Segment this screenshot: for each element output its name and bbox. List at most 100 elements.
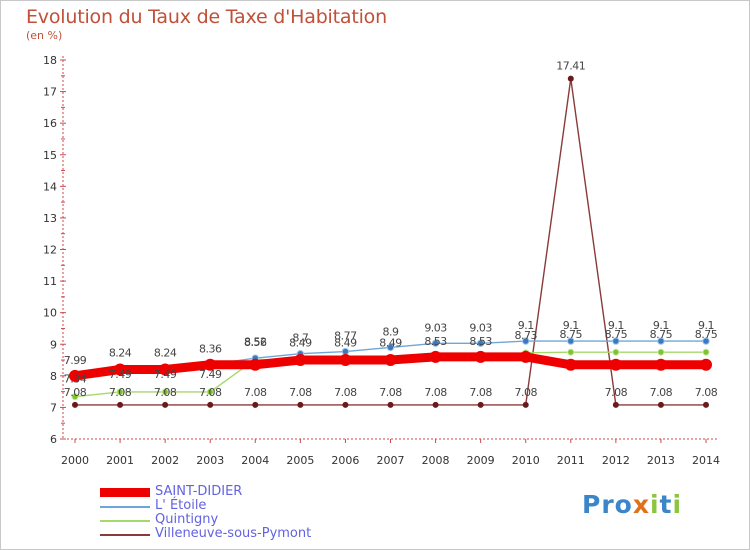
data-point — [612, 348, 620, 356]
data-point — [339, 354, 352, 367]
data-label: 8.75 — [560, 328, 583, 341]
data-point — [387, 401, 394, 408]
data-label: 7.08 — [199, 386, 222, 399]
data-label: 7.08 — [514, 386, 537, 399]
data-point — [116, 388, 124, 396]
proxiti-logo: Proxiti — [582, 490, 682, 519]
data-point — [564, 358, 577, 371]
unit-label: (en %) — [26, 29, 63, 42]
data-point — [159, 363, 172, 376]
legend-swatch-villeneuve — [100, 534, 150, 536]
data-label: 9.03 — [424, 321, 447, 334]
x-tick-label: 2010 — [512, 454, 540, 467]
legend-label-saint-didier: SAINT-DIDIER — [155, 484, 243, 499]
data-point — [161, 388, 169, 396]
x-tick-label: 2006 — [331, 454, 359, 467]
logo-part-t: t — [659, 490, 673, 519]
data-point — [252, 401, 259, 408]
data-label: 9.1 — [518, 319, 534, 332]
x-tick-label: 2007 — [377, 454, 405, 467]
data-label: 7.99 — [64, 354, 87, 367]
data-point — [69, 369, 81, 382]
y-tick-label: 17 — [43, 86, 57, 99]
y-tick-label: 9 — [50, 338, 57, 351]
x-tick-label: 2011 — [557, 454, 585, 467]
y-tick-label: 16 — [43, 117, 57, 130]
y-tick-label: 15 — [43, 149, 57, 162]
data-point — [703, 401, 709, 408]
x-tick-label: 2014 — [692, 454, 720, 467]
legend-label-villeneuve: Villeneuve-sous-Pymont — [155, 526, 312, 541]
data-labels: 7.99 8.24 8.24 8.36 8.56 8.7 8.77 8.9 9.03 9.03 9.… — [64, 60, 718, 399]
data-label: 8.49 — [289, 336, 312, 349]
data-point — [386, 343, 395, 352]
data-label: 8.7 — [292, 332, 308, 345]
data-label: 9.03 — [469, 321, 492, 334]
legend-label-l-etoile: L' Étoile — [155, 498, 207, 513]
data-point — [72, 401, 78, 408]
data-point — [294, 354, 307, 367]
data-label: 7.49 — [109, 368, 132, 381]
data-label: 7.34 — [64, 373, 87, 386]
data-point — [609, 358, 622, 371]
data-label: 7.49 — [199, 368, 222, 381]
y-tick-label: 8 — [50, 370, 57, 383]
y-tick-label: 7 — [50, 401, 57, 414]
data-label: 7.08 — [109, 386, 132, 399]
data-label: 8.49 — [334, 336, 357, 349]
data-point — [342, 401, 349, 408]
data-point — [474, 350, 487, 363]
data-label: 8.73 — [514, 329, 537, 342]
y-tick-label: 12 — [43, 244, 57, 257]
y-tick-label: 6 — [50, 433, 57, 446]
data-label: 7.08 — [64, 386, 87, 399]
data-label: 7.08 — [424, 386, 447, 399]
logo-part-i: i — [649, 490, 660, 519]
y-tick-label: 18 — [43, 54, 57, 67]
data-point — [657, 337, 665, 345]
data-label: 7.08 — [650, 386, 673, 399]
data-point — [567, 348, 575, 356]
data-label: 8.36 — [199, 342, 222, 355]
data-point — [522, 337, 530, 345]
data-label: 8.77 — [334, 330, 357, 343]
y-tick-label: 11 — [43, 275, 57, 288]
logo-part-pro: Pro — [582, 490, 633, 519]
data-point — [297, 401, 304, 408]
logo-part-i2: i — [672, 490, 683, 519]
data-point — [384, 354, 397, 367]
x-tick-label: 2003 — [196, 454, 224, 467]
data-point — [206, 388, 214, 396]
data-point — [477, 401, 484, 408]
y-tick-label: 10 — [43, 307, 57, 320]
data-point — [162, 401, 169, 408]
data-point — [207, 401, 214, 408]
x-tick-label: 2000 — [61, 454, 89, 467]
data-point — [476, 339, 485, 348]
x-tick-label: 2009 — [467, 454, 495, 467]
data-point — [71, 392, 79, 401]
data-point — [702, 348, 710, 356]
data-point — [657, 348, 665, 356]
legend-label-quintigny: Quintigny — [155, 512, 219, 527]
logo-part-x: x — [632, 490, 650, 519]
data-label: 7.08 — [695, 386, 718, 399]
axes: 6 7 8 9 10 11 12 13 14 15 16 17 18 2000 2001 2002 2003 20… — [43, 54, 720, 467]
data-point — [567, 75, 574, 82]
x-tick-label: 2013 — [647, 454, 675, 467]
data-label: 9.1 — [563, 319, 579, 332]
data-label: 8.24 — [109, 346, 132, 359]
data-label: 17.41 — [556, 60, 585, 73]
data-label: 8.56 — [244, 336, 267, 349]
data-point — [654, 358, 667, 371]
x-tick-label: 2005 — [286, 454, 314, 467]
data-label: 7.08 — [469, 386, 492, 399]
data-label: 7.08 — [334, 386, 357, 399]
x-tick-label: 2002 — [151, 454, 179, 467]
x-tick-label: 2012 — [602, 454, 630, 467]
x-tick-label: 2001 — [106, 454, 134, 467]
series-markers — [69, 75, 712, 408]
data-label: 8.24 — [154, 346, 177, 359]
legend-swatch-saint-didier — [100, 488, 150, 497]
y-tick-label: 14 — [43, 180, 57, 193]
